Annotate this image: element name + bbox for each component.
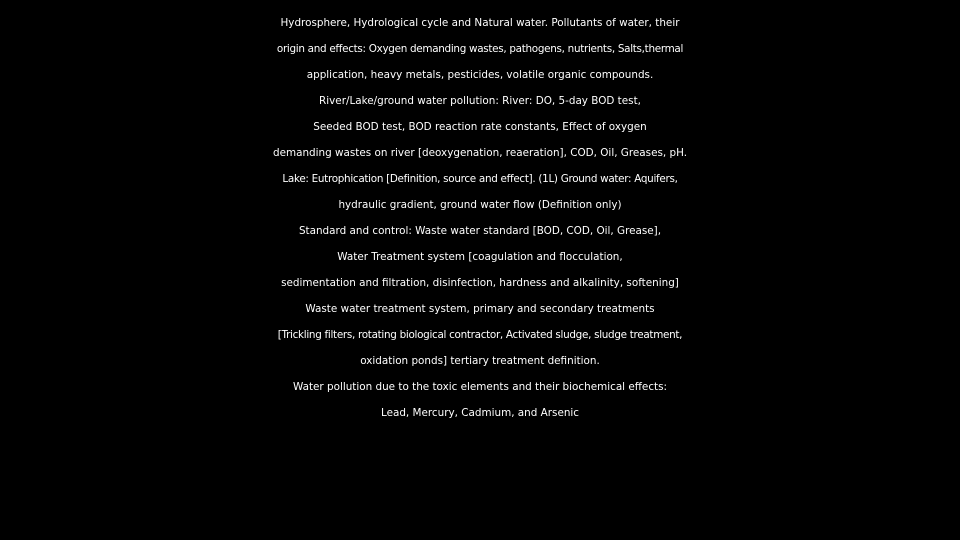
text-line-13: [Trickling filters, rotating biological …	[277, 329, 683, 341]
text-line-15: Water pollution due to the toxic element…	[292, 381, 668, 393]
slide-body-text: Hydrosphere, Hydrological cycle and Natu…	[0, 10, 960, 426]
text-line-16: Lead, Mercury, Cadmium, and Arsenic	[380, 407, 580, 419]
text-line-6: demanding wastes on river [deoxygenation…	[272, 147, 688, 159]
text-line-2: origin and effects: Oxygen demanding was…	[276, 43, 684, 55]
text-line-9: Standard and control: Waste water standa…	[298, 225, 662, 237]
text-line-11: sedimentation and filtration, disinfecti…	[281, 277, 679, 289]
text-line-8: hydraulic gradient, ground water flow (D…	[338, 199, 622, 211]
text-line-12: Waste water treatment system, primary an…	[305, 303, 655, 315]
text-line-7: Lake: Eutrophication [Definition, source…	[282, 173, 678, 185]
text-line-4: River/Lake/ground water pollution: River…	[319, 95, 641, 107]
text-line-14: oxidation ponds] tertiary treatment defi…	[360, 355, 600, 367]
text-line-5: Seeded BOD test, BOD reaction rate const…	[313, 121, 647, 133]
text-line-1: Hydrosphere, Hydrological cycle and Natu…	[280, 17, 680, 29]
text-line-3: application, heavy metals, pesticides, v…	[306, 69, 654, 81]
text-line-10: Water Treatment system [coagulation and …	[337, 251, 623, 263]
